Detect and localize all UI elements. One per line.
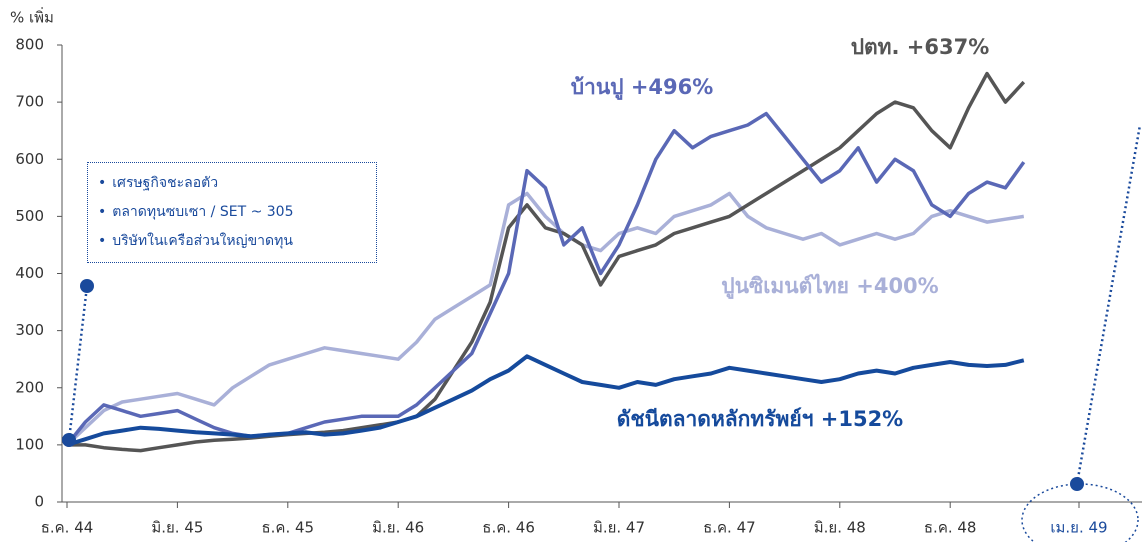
series-line <box>66 354 1025 447</box>
x-tick-label: ธ.ค. 44 <box>41 519 94 537</box>
note: บริษัทในเครือส่วนใหญ่ขาดทุน <box>98 227 366 256</box>
y-tick-label: 400 <box>15 264 44 282</box>
series-annotation: บ้านปู +496% <box>571 75 714 101</box>
x-tick-label: ธ.ค. 45 <box>262 519 315 537</box>
callout-dot <box>1070 477 1084 491</box>
y-tick-label: 0 <box>34 493 44 511</box>
x-tick-label: มิ.ย. 46 <box>372 519 424 537</box>
y-tick-label: 100 <box>15 435 44 453</box>
note: ตลาดทุนซบเซา / SET ~ 305 <box>98 198 366 227</box>
callout-dot <box>80 279 94 293</box>
note-box: เศรษฐกิจชะลอตัว ตลาดทุนซบเซา / SET ~ 305… <box>87 162 377 263</box>
callout-line <box>1075 124 1142 485</box>
x-tick-label: มิ.ย. 47 <box>593 519 645 537</box>
callout-line <box>67 285 89 441</box>
y-axis-label: % เพิ่ม <box>10 7 54 27</box>
callout-dot <box>62 433 76 447</box>
x-tick-label: ธ.ค. 46 <box>482 519 535 537</box>
x-tick-label: ธ.ค. 47 <box>703 519 756 537</box>
y-tick-label: 800 <box>15 36 44 54</box>
lines <box>65 71 1026 453</box>
x-tick-label: ธ.ค. 48 <box>924 519 977 537</box>
series-annotation: ปตท. +637% <box>851 35 990 59</box>
series-annotation: ดัชนีตลาดหลักทรัพย์ฯ +152% <box>617 407 903 431</box>
note: เศรษฐกิจชะลอตัว <box>98 169 366 198</box>
x-tick-label: มิ.ย. 48 <box>814 519 866 537</box>
y-tick-label: 300 <box>15 321 44 339</box>
series-annotation: ปูนซิเมนต์ไทย +400% <box>721 273 938 300</box>
series-line <box>65 111 1026 446</box>
highlight-ellipse <box>1021 483 1139 542</box>
y-tick-label: 600 <box>15 150 44 168</box>
y-tick-label: 500 <box>15 207 44 225</box>
x-tick-label: เม.ย. 49 <box>1050 519 1107 537</box>
series-line <box>67 71 1026 453</box>
series-line <box>65 191 1025 447</box>
y-tick-label: 200 <box>15 378 44 396</box>
y-tick-label: 700 <box>15 93 44 111</box>
x-tick-label: มิ.ย. 45 <box>151 519 203 537</box>
